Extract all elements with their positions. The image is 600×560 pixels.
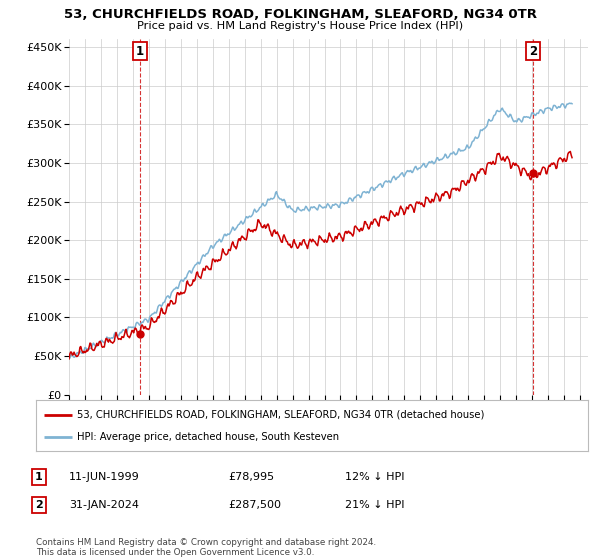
Text: HPI: Average price, detached house, South Kesteven: HPI: Average price, detached house, Sout…: [77, 432, 340, 442]
Text: £287,500: £287,500: [228, 500, 281, 510]
Text: Price paid vs. HM Land Registry's House Price Index (HPI): Price paid vs. HM Land Registry's House …: [137, 21, 463, 31]
Text: 1: 1: [136, 45, 144, 58]
Text: 53, CHURCHFIELDS ROAD, FOLKINGHAM, SLEAFORD, NG34 0TR: 53, CHURCHFIELDS ROAD, FOLKINGHAM, SLEAF…: [64, 8, 536, 21]
Text: 2: 2: [529, 45, 538, 58]
Text: 21% ↓ HPI: 21% ↓ HPI: [345, 500, 404, 510]
Text: 2: 2: [35, 500, 43, 510]
Text: 11-JUN-1999: 11-JUN-1999: [69, 472, 140, 482]
Text: 12% ↓ HPI: 12% ↓ HPI: [345, 472, 404, 482]
Text: 31-JAN-2024: 31-JAN-2024: [69, 500, 139, 510]
Text: 1: 1: [35, 472, 43, 482]
Text: Contains HM Land Registry data © Crown copyright and database right 2024.
This d: Contains HM Land Registry data © Crown c…: [36, 538, 376, 557]
Text: 53, CHURCHFIELDS ROAD, FOLKINGHAM, SLEAFORD, NG34 0TR (detached house): 53, CHURCHFIELDS ROAD, FOLKINGHAM, SLEAF…: [77, 409, 485, 419]
Text: £78,995: £78,995: [228, 472, 274, 482]
